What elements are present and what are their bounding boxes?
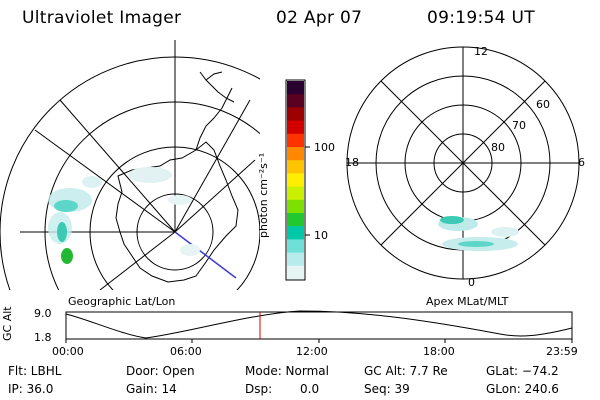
altitude-xtick-4: 23:59 bbox=[546, 345, 578, 358]
altitude-plot bbox=[65, 310, 573, 343]
colorbar-cell bbox=[287, 94, 304, 108]
geographic-caption: Geographic Lat/Lon bbox=[68, 295, 176, 308]
mlt-label-12: 12 bbox=[474, 45, 488, 58]
colorbar-cell bbox=[287, 199, 304, 214]
colorbar-cell bbox=[287, 226, 304, 240]
colorbar-cell bbox=[287, 173, 304, 188]
magnetic-polar-plot bbox=[346, 46, 580, 280]
altitude-ytick-top: 9.0 bbox=[34, 307, 52, 320]
glon-info: GLon: 240.6 bbox=[486, 382, 559, 396]
mlat-label-70: 70 bbox=[512, 119, 526, 132]
colorbar bbox=[285, 79, 310, 281]
colorbar-unit-label: photon cm⁻²s⁻¹ bbox=[257, 152, 270, 238]
altitude-xtick-3: 18:00 bbox=[423, 345, 455, 358]
imager-title: Ultraviolet Imager bbox=[22, 8, 182, 28]
colorbar-cell bbox=[287, 81, 304, 95]
colorbar-cell bbox=[287, 186, 304, 201]
dsp-label: Dsp: bbox=[245, 382, 273, 396]
door-info: Door: Open bbox=[126, 364, 195, 378]
colorbar-tick-10: 10 bbox=[314, 229, 328, 242]
colorbar-cell bbox=[287, 160, 304, 174]
gain-info: Gain: 14 bbox=[126, 382, 177, 396]
altitude-xtick-0: 00:00 bbox=[52, 345, 84, 358]
continent-outline bbox=[115, 141, 239, 283]
colorbar-tick-100: 100 bbox=[314, 141, 335, 154]
altitude-curve bbox=[65, 310, 573, 339]
colorbar-cell bbox=[287, 120, 304, 135]
colorbar-cell bbox=[287, 213, 304, 227]
mlat-label-60: 60 bbox=[536, 98, 550, 111]
glat-info: GLat: −74.2 bbox=[486, 364, 559, 378]
colorbar-cell bbox=[287, 133, 304, 148]
time-label: 09:19:54 UT bbox=[427, 8, 535, 28]
seq-info: Seq: 39 bbox=[364, 382, 410, 396]
sun-direction-line bbox=[174, 231, 237, 279]
magnetic-caption: Apex MLat/MLT bbox=[426, 295, 509, 308]
dsp-value: 0.0 bbox=[300, 382, 320, 396]
altitude-xtick-1: 06:00 bbox=[170, 345, 202, 358]
altitude-ytick-bottom: 1.8 bbox=[34, 331, 52, 344]
mlt-label-0: 0 bbox=[468, 276, 475, 289]
colorbar-cell bbox=[287, 265, 304, 280]
colorbar-cell bbox=[287, 239, 304, 254]
date-label: 02 Apr 07 bbox=[276, 8, 363, 28]
altitude-ylabel: GC Alt bbox=[1, 306, 14, 341]
mlt-label-6: 6 bbox=[578, 156, 585, 169]
auroral-emission-left bbox=[48, 167, 200, 264]
colorbar-cell bbox=[287, 147, 304, 161]
filter-info: Flt: LBHL bbox=[8, 364, 62, 378]
colorbar-cell bbox=[287, 252, 304, 267]
ip-info: IP: 36.0 bbox=[8, 382, 54, 396]
mlat-label-80: 80 bbox=[491, 141, 505, 154]
mlt-label-18: 18 bbox=[345, 156, 359, 169]
geographic-map bbox=[0, 40, 260, 290]
auroral-emission-right bbox=[438, 216, 519, 251]
mode-info: Mode: Normal bbox=[245, 364, 329, 378]
colorbar-cell bbox=[287, 107, 304, 122]
gc-alt-info: GC Alt: 7.7 Re bbox=[364, 364, 448, 378]
altitude-xtick-2: 12:00 bbox=[296, 345, 328, 358]
